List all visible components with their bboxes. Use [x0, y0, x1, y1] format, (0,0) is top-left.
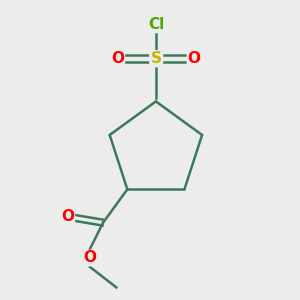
Text: S: S	[150, 51, 161, 66]
Text: O: O	[83, 250, 96, 266]
Text: O: O	[61, 209, 74, 224]
Text: O: O	[188, 51, 201, 66]
Text: O: O	[111, 51, 124, 66]
Text: Cl: Cl	[148, 17, 164, 32]
